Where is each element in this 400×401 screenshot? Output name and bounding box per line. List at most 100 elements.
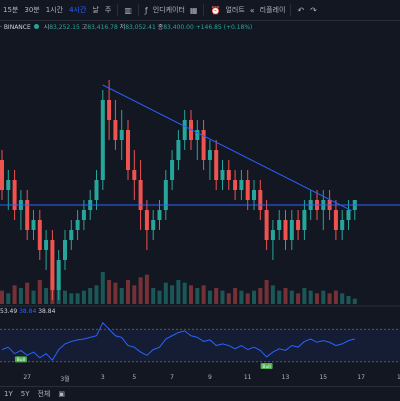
volume-bar xyxy=(18,288,23,304)
undo-icon[interactable]: ↶ xyxy=(297,5,305,15)
candle-body xyxy=(252,190,256,200)
candle-body xyxy=(37,220,42,250)
volume-bar xyxy=(6,293,11,304)
change-value: +146.85 (+0.18%) xyxy=(195,24,253,31)
volume-bar xyxy=(113,282,118,304)
candle-body xyxy=(333,210,338,230)
candles-icon[interactable]: ▥ xyxy=(124,5,132,15)
volume-bar xyxy=(207,290,212,304)
volume-bar xyxy=(289,290,294,304)
open-value: 83,252.15 xyxy=(49,24,80,31)
candle-body xyxy=(113,120,118,140)
calendar-icon[interactable]: ▣ xyxy=(58,390,65,398)
range-all[interactable]: 전체 xyxy=(37,390,51,398)
candle-body xyxy=(163,180,168,210)
rsi-band xyxy=(0,329,400,362)
alert-button[interactable]: 얼러트 xyxy=(225,6,245,14)
bull-marker xyxy=(14,356,27,363)
volume-bar xyxy=(37,280,42,304)
timeframe-30m[interactable]: 30분 xyxy=(24,6,40,14)
volume-bar xyxy=(94,285,99,304)
volume-bar xyxy=(176,280,181,304)
volume-bar xyxy=(321,290,326,304)
volume-bar xyxy=(170,285,175,304)
volume-bar xyxy=(220,290,225,304)
candle-body xyxy=(296,220,301,230)
volume-bar xyxy=(277,290,282,304)
candle-body xyxy=(245,180,250,200)
candle-body xyxy=(126,130,130,170)
volume-bar xyxy=(157,290,162,304)
candle-body xyxy=(264,210,269,240)
replay-button[interactable]: 리플레이 xyxy=(259,6,286,14)
volume-bar xyxy=(88,288,93,304)
candle-body xyxy=(226,170,231,180)
volume-bar xyxy=(327,293,332,304)
candle-body xyxy=(6,180,11,190)
volume-bar xyxy=(308,290,313,304)
time-axis-tick: 13 xyxy=(281,374,290,381)
time-axis-tick: 1 xyxy=(396,374,400,381)
range-5y[interactable]: 5Y xyxy=(20,390,30,398)
candle-body xyxy=(302,210,307,230)
timeframe-4h[interactable]: 4시간 xyxy=(69,6,87,14)
indicators-icon[interactable]: ƒ xyxy=(144,5,148,15)
rsi-value-2: 38.84 xyxy=(38,308,56,315)
volume-bar xyxy=(258,288,263,304)
timeframe-15m[interactable]: 15분 xyxy=(3,6,19,14)
candle-body xyxy=(12,180,17,210)
trendline xyxy=(102,84,352,212)
candle-body xyxy=(340,220,345,230)
redo-icon[interactable]: ↷ xyxy=(310,5,317,15)
volume-bar xyxy=(346,296,351,304)
alert-icon[interactable]: ⏰ xyxy=(210,5,221,15)
timeframe-1d[interactable]: 날 xyxy=(92,6,99,14)
volume-bar xyxy=(138,277,143,304)
range-1y[interactable]: 1Y xyxy=(4,390,13,398)
volume-bar xyxy=(163,282,168,304)
candle-body xyxy=(346,210,351,220)
replay-icon[interactable]: « xyxy=(249,5,255,15)
timeframe-1h[interactable]: 1시간 xyxy=(45,6,64,14)
toolbar-separator xyxy=(290,4,292,16)
bull-marker-label: Bull xyxy=(262,364,270,370)
volume-bar xyxy=(126,280,130,304)
candle-body xyxy=(182,120,187,140)
close-value: 83,400.00 xyxy=(163,24,194,31)
volume-bar xyxy=(296,293,301,304)
templates-icon[interactable]: ▦ xyxy=(189,5,198,15)
rsi-value-1: 38.84 xyxy=(19,308,37,315)
volume-bar xyxy=(283,288,288,304)
ohlc-legend: · BINANCE 시83,252.15 고83,416.78 저83,052.… xyxy=(0,22,252,31)
volume-bar xyxy=(69,293,74,304)
volume-bar xyxy=(352,298,357,304)
rsi-line xyxy=(1,321,355,362)
timeframe-1w[interactable]: 주 xyxy=(104,6,112,14)
candle-body xyxy=(233,180,238,190)
volume-bar xyxy=(132,285,137,304)
close-key: 종 xyxy=(157,24,164,31)
volume-bar xyxy=(340,293,345,304)
candle-body xyxy=(0,160,4,190)
volume-bar xyxy=(0,290,4,304)
candle-body xyxy=(258,190,263,210)
volume-bar xyxy=(151,288,156,304)
indicators-button[interactable]: 인디케이터 xyxy=(152,6,185,14)
candle-body xyxy=(31,220,36,230)
volume-bar xyxy=(182,282,187,304)
volume-bar xyxy=(315,293,319,304)
price-chart[interactable]: Bull Bull xyxy=(0,20,400,374)
candle-body xyxy=(289,220,294,240)
candle-body xyxy=(214,150,219,180)
volume-bar xyxy=(107,280,112,304)
candle-body xyxy=(50,240,55,290)
high-value: 83,416.78 xyxy=(87,24,118,31)
volume-bar xyxy=(226,293,231,304)
volume-bar xyxy=(31,290,36,304)
time-axis-tick: 27 xyxy=(23,374,32,381)
toolbar-separator xyxy=(117,4,119,16)
volume-bar xyxy=(302,288,307,304)
volume-bar xyxy=(233,288,238,304)
volume-bar xyxy=(189,285,193,304)
time-axis-tick: 7 xyxy=(170,374,175,381)
